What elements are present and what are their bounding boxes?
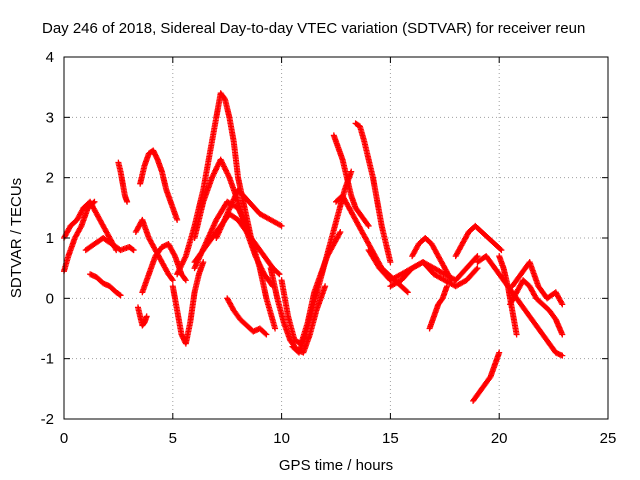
data-point [124, 198, 131, 205]
series-arc-15 [213, 186, 285, 241]
data-point [77, 224, 84, 231]
y-tick-label: -2 [41, 411, 54, 428]
data-point [129, 246, 136, 253]
data-point [364, 221, 371, 228]
y-tick-label: -1 [41, 351, 54, 368]
data-point [200, 259, 207, 266]
series-arc-12 [191, 156, 276, 290]
data-point [497, 246, 504, 253]
data-point [448, 277, 455, 284]
data-point [130, 247, 137, 254]
data-point [278, 222, 285, 229]
y-tick-label: 3 [46, 109, 54, 126]
data-point [91, 198, 98, 205]
series-arc-19 [289, 168, 355, 356]
y-tick-label: 2 [46, 170, 54, 187]
series-arc-16 [224, 295, 270, 338]
data-point [387, 259, 394, 266]
x-tick-label: 20 [491, 430, 508, 447]
data-point [275, 270, 282, 277]
data-point [90, 199, 97, 206]
series-arc-05 [115, 159, 131, 205]
series-arc-27 [452, 222, 505, 260]
data-point [447, 275, 454, 282]
x-tick-label: 15 [382, 430, 399, 447]
data-points [61, 90, 566, 404]
y-axis-label: SDTVAR / TECUs [8, 178, 25, 298]
series-arc-32 [509, 259, 566, 308]
data-point [559, 331, 566, 338]
data-point [143, 313, 150, 320]
data-point [181, 276, 188, 283]
y-tick-label: 4 [46, 49, 54, 66]
series-arc-29 [474, 253, 566, 359]
data-point [474, 253, 481, 260]
x-tick-label: 5 [169, 430, 177, 447]
series-arc-11 [174, 90, 255, 278]
series-arc-26 [426, 283, 450, 332]
data-point [558, 300, 565, 307]
series-arc-25 [409, 235, 455, 284]
data-point [276, 271, 283, 278]
data-point [336, 230, 343, 237]
series-arc-01 [61, 198, 120, 254]
data-point [473, 254, 480, 261]
data-point [322, 283, 329, 290]
data-point [168, 276, 175, 283]
data-point [404, 289, 411, 296]
series-arc-08 [134, 304, 150, 329]
data-point [473, 266, 480, 273]
series-arc-07 [137, 147, 181, 223]
y-tick-label: 1 [46, 230, 54, 247]
data-point [221, 95, 228, 102]
data-point [263, 331, 270, 338]
series-arc-28 [470, 349, 503, 404]
series-arc-30 [496, 253, 520, 338]
series-arc-21 [352, 120, 394, 266]
series-arc-20 [330, 132, 372, 229]
series-arc-24 [387, 259, 481, 290]
data-point [474, 265, 481, 272]
data-point [272, 325, 279, 332]
data-point [337, 228, 344, 235]
data-point [348, 168, 355, 175]
data-point [365, 222, 372, 229]
data-point [403, 288, 410, 295]
series-arc-03 [87, 271, 124, 299]
x-tick-label: 0 [60, 430, 68, 447]
series-arc-31 [507, 277, 566, 338]
data-point [117, 292, 124, 299]
x-tick-label: 25 [600, 430, 617, 447]
data-point [116, 291, 123, 298]
series-arc-06 [132, 216, 176, 284]
axis-ticks: 0 5 10 15 20 25 -2 -1 0 1 2 3 4 [41, 49, 617, 447]
series-arc-10 [169, 259, 207, 347]
data-point [174, 216, 181, 223]
data-point [171, 251, 178, 258]
series-arc-04 [82, 235, 137, 254]
data-point [498, 247, 505, 254]
x-tick-label: 10 [273, 430, 290, 447]
chart-title: Day 246 of 2018, Sidereal Day-to-day VTE… [42, 20, 586, 37]
x-axis-label: GPS time / hours [279, 457, 393, 474]
data-point [513, 331, 520, 338]
data-point [496, 349, 503, 356]
data-point [559, 352, 566, 359]
data-point [169, 277, 176, 284]
data-point [443, 283, 450, 290]
data-point [559, 301, 566, 308]
data-point [182, 277, 189, 284]
data-point [262, 330, 269, 337]
y-tick-label: 0 [46, 290, 54, 307]
